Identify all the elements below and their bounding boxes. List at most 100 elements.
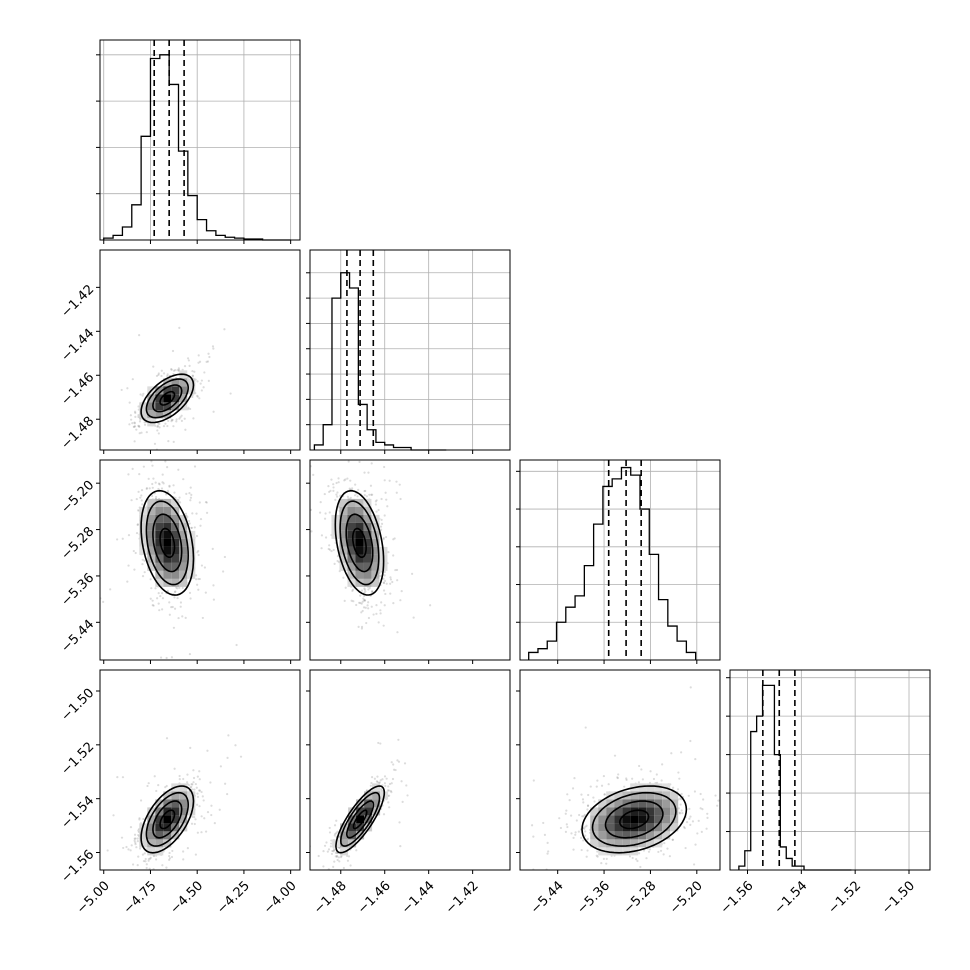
scatter-point <box>137 829 140 832</box>
scatter-point <box>572 848 575 851</box>
scatter-point <box>581 798 585 801</box>
density-cell <box>614 839 623 848</box>
density-cell <box>347 506 356 515</box>
density-cell <box>179 570 188 579</box>
scatter-point <box>666 847 669 850</box>
scatter-point <box>347 460 350 463</box>
scatter-point <box>141 853 145 856</box>
scatter-point <box>195 786 198 789</box>
scatter-point <box>199 524 202 527</box>
scatter-point <box>168 857 172 860</box>
scatter-point <box>395 491 398 494</box>
scatter-point <box>200 831 203 834</box>
density-cell <box>363 546 372 555</box>
scatter-point <box>363 599 367 602</box>
scatter-point <box>617 773 620 776</box>
scatter-point <box>371 590 374 593</box>
contour-level-3 <box>581 785 688 854</box>
scatter-point <box>333 824 337 827</box>
scatter-point <box>226 792 229 796</box>
scatter-point <box>702 798 705 801</box>
scatter-point <box>176 368 179 372</box>
scatter-point <box>172 425 175 428</box>
density-cell <box>363 570 372 579</box>
scatter-point <box>679 803 682 806</box>
scatter-point <box>688 817 691 820</box>
scatter-point <box>331 849 334 853</box>
scatter-point <box>223 555 226 559</box>
scatter-point <box>330 839 333 842</box>
scatter-point <box>657 850 660 854</box>
scatter-point <box>186 408 190 411</box>
scatter-point <box>143 852 146 855</box>
scatter-point <box>705 827 708 830</box>
scatter-point <box>638 764 641 768</box>
panel-frame <box>99 249 301 451</box>
density-cell <box>654 807 663 816</box>
scatter-point <box>195 512 198 515</box>
scatter-point <box>310 530 313 533</box>
scatter-point <box>586 804 590 807</box>
scatter-point <box>392 602 395 605</box>
histogram-panel-3 <box>726 669 931 874</box>
density-cell <box>622 815 631 824</box>
density-cell <box>356 807 365 816</box>
panel-frame <box>309 459 511 661</box>
scatter-point <box>129 414 132 417</box>
density-cell <box>187 378 196 387</box>
panel-frame <box>519 669 721 871</box>
scatter-point <box>358 601 361 604</box>
density-cell <box>147 807 156 816</box>
scatter-point <box>349 479 352 482</box>
scatter-point <box>411 572 414 575</box>
scatter-point <box>628 855 632 858</box>
density-cell <box>171 530 180 539</box>
scatter-point <box>157 602 160 605</box>
scatter-point <box>289 575 291 577</box>
scatter-point <box>186 773 189 776</box>
density-cell <box>155 498 164 507</box>
scatter-point <box>386 789 389 792</box>
y-tick-label: −1.48 <box>59 414 98 453</box>
scatter-point <box>661 763 664 766</box>
scatter-point <box>203 566 206 569</box>
density-cell <box>356 823 365 832</box>
scatter-point <box>728 811 730 813</box>
scatter-point <box>343 479 346 482</box>
scatter-point <box>177 468 180 471</box>
contour-level-2 <box>145 378 190 419</box>
density-cell <box>155 530 164 539</box>
scatter-point <box>384 491 387 494</box>
panel-frame <box>99 39 301 241</box>
scatter-point <box>184 616 187 619</box>
scatter-point <box>178 457 180 459</box>
density-cell <box>163 546 172 555</box>
density-cell <box>662 791 671 800</box>
scatter-point <box>382 813 386 816</box>
scatter-point <box>192 769 195 772</box>
density-cell <box>179 578 188 587</box>
scatter-point <box>586 804 590 807</box>
scatter-point <box>172 440 175 443</box>
density-cell <box>163 394 172 403</box>
scatter-point <box>670 752 673 755</box>
contour-level-1 <box>152 800 183 839</box>
scatter-point <box>606 871 608 873</box>
scatter-point <box>191 783 194 786</box>
density-cell <box>155 831 164 840</box>
scatter-point <box>363 591 366 594</box>
scatter-point <box>198 789 202 792</box>
scatter-point <box>181 586 184 589</box>
panel-content <box>106 734 243 870</box>
density-cell <box>179 554 188 563</box>
scatter-point <box>126 387 129 390</box>
scatter-point <box>400 780 403 783</box>
scatter-point <box>141 394 144 397</box>
scatter-point <box>364 590 367 593</box>
scatter-point <box>129 849 132 852</box>
scatter-point <box>160 592 164 595</box>
density-cell <box>654 823 663 832</box>
scatter-point <box>382 577 385 580</box>
contour-level-0 <box>159 390 176 406</box>
density-cell <box>163 506 172 515</box>
